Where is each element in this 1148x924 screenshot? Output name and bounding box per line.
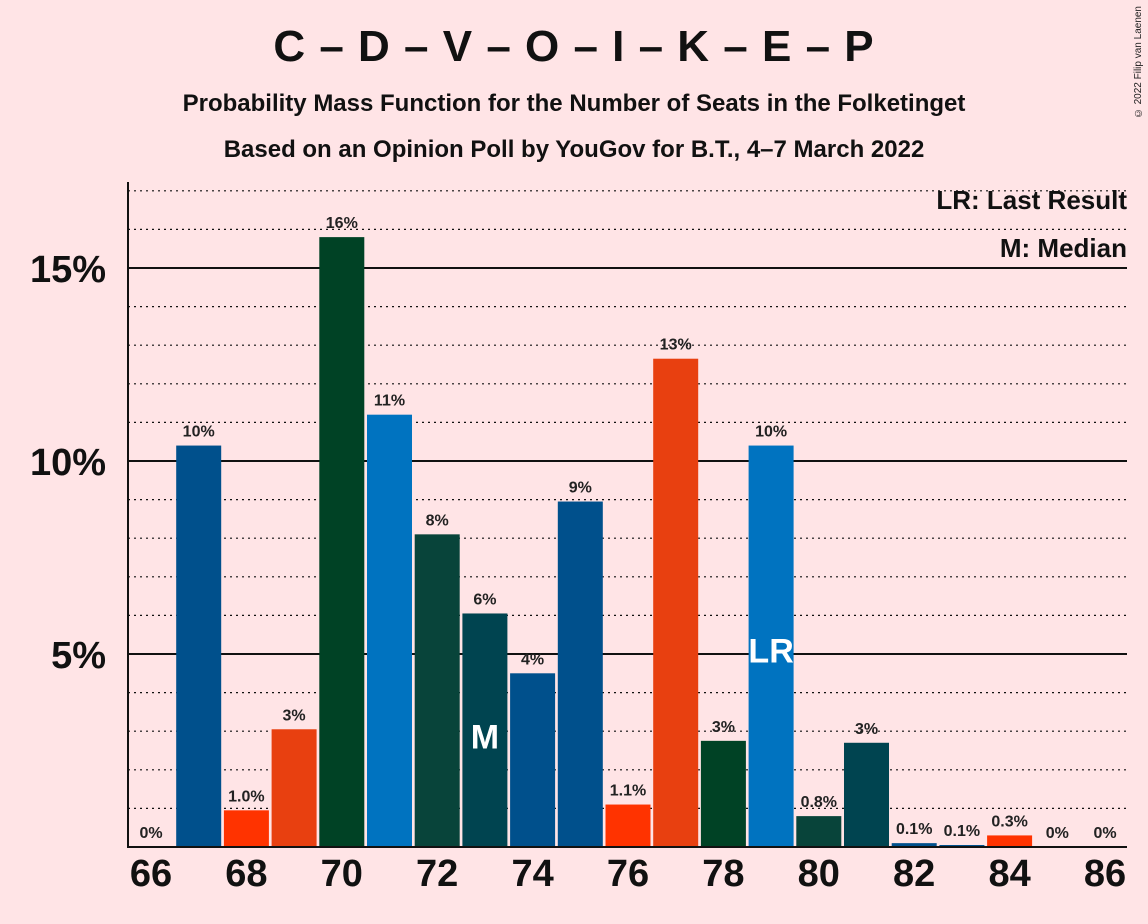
legend-median: M: Median [1000, 233, 1127, 263]
bar-79 [748, 445, 794, 847]
bar-68 [223, 810, 269, 847]
bar-label-86: 0% [1093, 825, 1116, 842]
bar-75 [557, 501, 603, 847]
last-result-marker: LR [748, 633, 793, 671]
bar-73 [462, 613, 508, 847]
x-tick-label: 84 [988, 853, 1030, 895]
bar-label-77: 13% [660, 337, 692, 354]
y-tick-label: 5% [51, 635, 106, 677]
bar-label-70: 16% [326, 215, 358, 232]
bar-76 [605, 804, 651, 847]
bar-70 [319, 237, 365, 847]
x-tick-label: 80 [798, 853, 840, 895]
bar-77 [653, 358, 699, 847]
x-tick-label: 66 [130, 853, 172, 895]
bar-label-73: 6% [473, 591, 496, 608]
bar-label-69: 3% [283, 707, 306, 724]
bar-label-78: 3% [712, 719, 735, 736]
bar-72 [414, 534, 460, 847]
bar-80 [796, 816, 842, 847]
bar-label-76: 1.1% [610, 783, 646, 800]
bar-label-66: 0% [139, 825, 162, 842]
bar-69 [271, 729, 317, 847]
legend: LR: Last Result M: Median [936, 185, 1127, 263]
y-tick-label: 10% [30, 442, 106, 484]
bar-82 [891, 843, 937, 847]
bar-label-85: 0% [1046, 825, 1069, 842]
y-tick-label: 15% [30, 249, 106, 291]
bar-67 [176, 445, 222, 847]
x-tick-label: 76 [607, 853, 649, 895]
bar-81 [844, 742, 889, 847]
bar-label-72: 8% [426, 512, 449, 529]
bar-label-84: 0.3% [991, 813, 1027, 830]
bar-84 [987, 835, 1033, 847]
bar-label-67: 10% [183, 424, 215, 441]
x-tick-label: 72 [416, 853, 458, 895]
bar-78 [700, 740, 746, 847]
bar-label-83: 0.1% [944, 823, 980, 840]
bar-labels: 0% 10% 1.0% 3% 16% 11% 8% 6% 4% 9% 1.1% 13% 3% 10% 0.8… [139, 215, 1116, 842]
bar-label-71: 11% [374, 393, 405, 410]
median-marker: M [471, 718, 499, 756]
x-tick-label: 82 [893, 853, 935, 895]
legend-last-result: LR: Last Result [936, 185, 1127, 215]
bar-label-81: 3% [855, 721, 878, 738]
bar-label-74: 4% [521, 651, 544, 668]
bar-label-79: 10% [755, 424, 787, 441]
bar-74 [510, 673, 556, 847]
bar-label-68: 1.0% [228, 788, 264, 805]
chart-source-subtitle: Based on an Opinion Poll by YouGov for B… [223, 136, 925, 163]
axes: 5% 10% 15% 66 68 70 72 74 76 78 80 82 84 86 [30, 182, 1127, 895]
chart-subtitle: Probability Mass Function for the Number… [182, 90, 966, 117]
x-tick-label: 74 [511, 853, 553, 895]
grid-lines [128, 190, 1127, 810]
x-tick-label: 86 [1084, 853, 1126, 895]
x-tick-label: 68 [225, 853, 267, 895]
bar-71 [367, 414, 412, 847]
chart-title: C – D – V – O – I – K – E – P [273, 22, 875, 71]
x-tick-label: 70 [321, 853, 363, 895]
bars [176, 237, 1033, 847]
x-tick-label: 78 [702, 853, 744, 895]
bar-label-80: 0.8% [801, 794, 837, 811]
bar-label-82: 0.1% [896, 821, 932, 838]
bar-label-75: 9% [569, 480, 592, 497]
